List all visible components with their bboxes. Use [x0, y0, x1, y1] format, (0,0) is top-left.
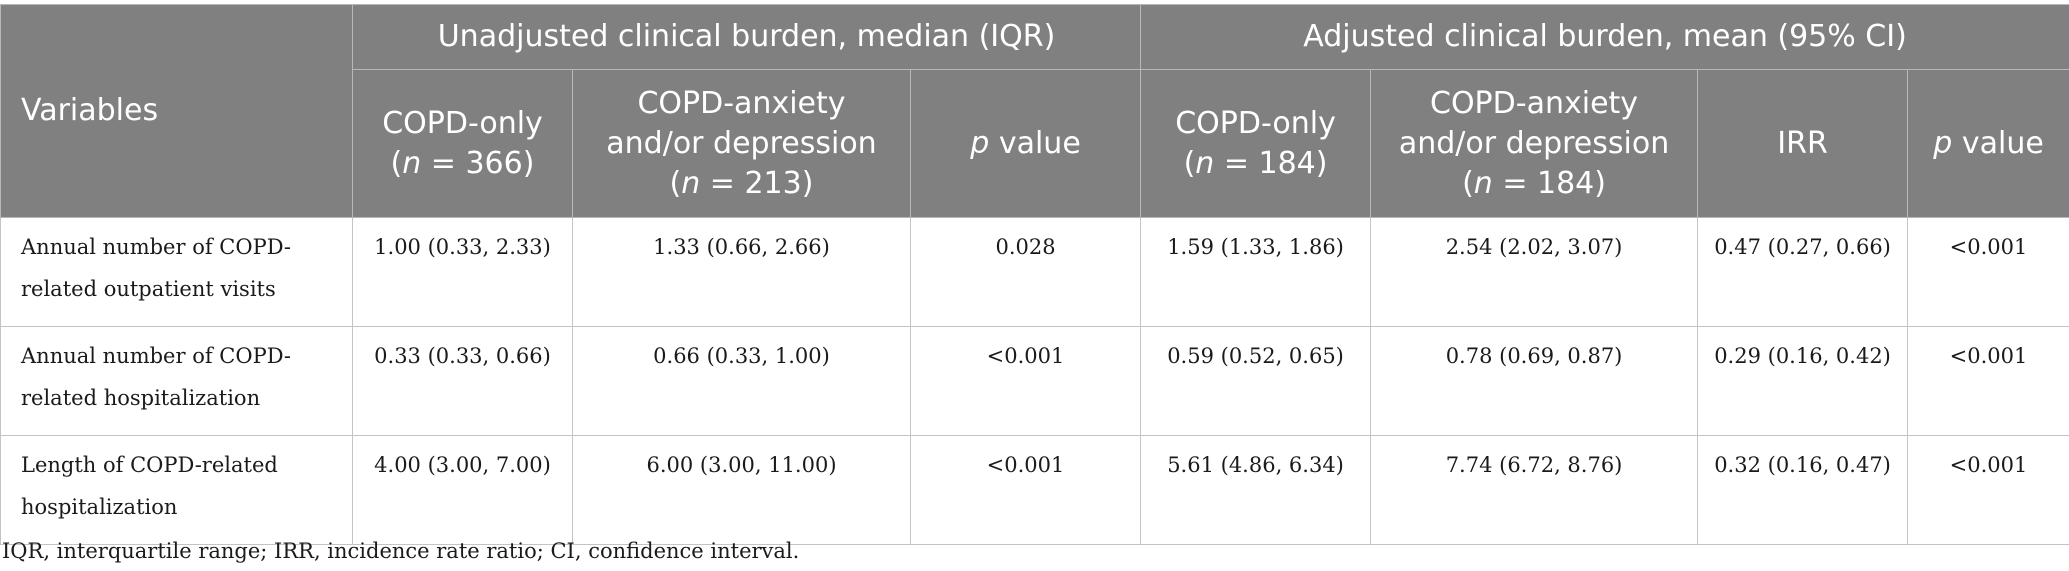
adjusted-copd-anxiety-header: COPD-anxiety and/or depression (n = 184) [1370, 69, 1699, 218]
table-cell: 0.29 (0.16, 0.42) [1697, 326, 1909, 436]
header-n-italic: n [681, 165, 701, 201]
header-line: COPD-anxiety [637, 85, 846, 121]
row-label: Length of COPD-related hospitalization [0, 435, 353, 545]
unadjusted-p-value-header: p value [909, 69, 1142, 218]
header-p-italic: p [1933, 125, 1953, 161]
header-p-italic: p [970, 125, 990, 161]
table-cell: 6.00 (3.00, 11.00) [572, 435, 911, 545]
header-line: COPD-anxiety [1430, 85, 1639, 121]
table-cell: <0.001 [1907, 217, 2069, 327]
clinical-burden-table: Variables Unadjusted clinical burden, me… [0, 4, 2069, 545]
unadjusted-copd-only-header: COPD-only (n = 366) [352, 69, 573, 218]
table-cell: 0.78 (0.69, 0.87) [1370, 326, 1699, 436]
row-label-line: related outpatient visits [21, 277, 276, 301]
header-line: COPD-only [1175, 105, 1336, 141]
table-cell: 1.33 (0.66, 2.66) [572, 217, 911, 327]
adjusted-copd-only-header: COPD-only (n = 184) [1140, 69, 1372, 218]
header-n-italic: n [1195, 145, 1215, 181]
table-container: Variables Unadjusted clinical burden, me… [0, 4, 2069, 545]
table-cell: 0.66 (0.33, 1.00) [572, 326, 911, 436]
adjusted-p-value-header: p value [1907, 69, 2069, 218]
row-label-line: Length of COPD-related [21, 453, 278, 477]
header-n-rest: = 366) [421, 145, 535, 181]
table-cell: 1.59 (1.33, 1.86) [1140, 217, 1372, 327]
header-n-rest: = 213) [700, 165, 814, 201]
table-cell: 0.028 [909, 217, 1142, 327]
table-row: Annual number of COPD-related hospitaliz… [0, 326, 2069, 436]
table-row: Annual number of COPD-related outpatient… [0, 217, 2069, 327]
table-cell: <0.001 [909, 435, 1142, 545]
header-line: and/or depression [1398, 125, 1670, 161]
table-cell: 0.59 (0.52, 0.65) [1140, 326, 1372, 436]
row-label-line: Annual number of COPD- [21, 235, 292, 259]
row-label-line: hospitalization [21, 495, 178, 519]
unadjusted-group-header: Unadjusted clinical burden, median (IQR) [351, 4, 1142, 70]
table-cell: 4.00 (3.00, 7.00) [352, 435, 573, 545]
row-label-line: Annual number of COPD- [21, 344, 292, 368]
table-cell: 2.54 (2.02, 3.07) [1370, 217, 1699, 327]
row-label: Annual number of COPD-related outpatient… [0, 217, 353, 327]
table-cell: <0.001 [1907, 435, 2069, 545]
header-n-prefix: ( [390, 145, 403, 181]
adjusted-group-header: Adjusted clinical burden, mean (95% CI) [1140, 4, 2069, 70]
header-n-italic: n [402, 145, 422, 181]
row-label: Annual number of COPD-related hospitaliz… [0, 326, 353, 436]
table-cell: 0.32 (0.16, 0.47) [1697, 435, 1909, 545]
header-n-italic: n [1473, 165, 1493, 201]
table-cell: 7.74 (6.72, 8.76) [1370, 435, 1699, 545]
header-n-rest: = 184) [1214, 145, 1328, 181]
table-cell: <0.001 [1907, 326, 2069, 436]
header-line: COPD-only [382, 105, 543, 141]
row-label-line: related hospitalization [21, 386, 261, 410]
table-cell: 1.00 (0.33, 2.33) [352, 217, 573, 327]
unadjusted-copd-anxiety-header: COPD-anxiety and/or depression (n = 213) [572, 69, 911, 218]
table-cell: 0.33 (0.33, 0.66) [352, 326, 573, 436]
table-cell: <0.001 [909, 326, 1142, 436]
variables-header: Variables [0, 4, 353, 218]
header-p-rest: value [989, 125, 1081, 161]
table-cell: 5.61 (4.86, 6.34) [1140, 435, 1372, 545]
adjusted-irr-header: IRR [1697, 69, 1909, 218]
table-footnote: IQR, interquartile range; IRR, incidence… [2, 539, 800, 563]
table-cell: 0.47 (0.27, 0.66) [1697, 217, 1909, 327]
header-p-rest: value [1952, 125, 2044, 161]
header-n-prefix: ( [669, 165, 682, 201]
header-n-prefix: ( [1462, 165, 1474, 201]
header-line: and/or depression [606, 125, 877, 161]
header-n-prefix: ( [1183, 145, 1196, 181]
table-row: Length of COPD-related hospitalization 4.… [0, 435, 2069, 545]
header-n-rest: = 184) [1492, 165, 1606, 201]
